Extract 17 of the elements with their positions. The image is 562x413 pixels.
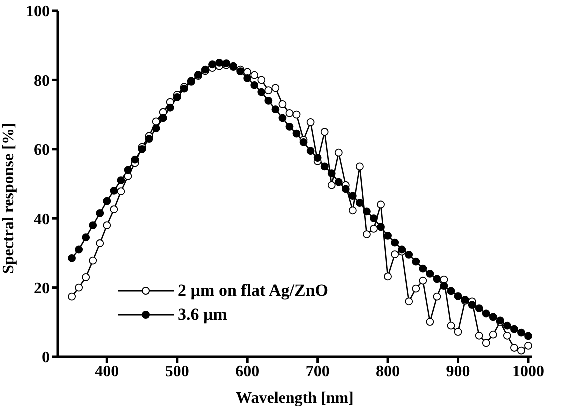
y-tick-label: 20 [34, 280, 50, 298]
y-tick-label: 40 [34, 211, 50, 228]
x-tick-label: 900 [446, 363, 470, 380]
y-axis-title: Spectral response [%] [0, 123, 18, 274]
x-tick-label: 700 [306, 363, 330, 380]
legend-label: 2 µm on flat Ag/ZnO [178, 281, 329, 301]
y-tick-label: 80 [34, 72, 50, 90]
x-tick-label: 600 [236, 363, 260, 380]
y-tick-label: 60 [34, 142, 50, 160]
y-tick-label: 0 [42, 350, 50, 367]
x-tick-label: 1000 [512, 363, 544, 380]
x-axis-title: Wavelength [nm] [236, 390, 354, 407]
x-tick-label: 400 [95, 363, 120, 380]
x-tick-label: 800 [376, 363, 400, 380]
legend-label: 3.6 µm [178, 305, 228, 325]
y-tick-label: 100 [26, 4, 50, 21]
x-tick-label: 500 [165, 363, 190, 380]
